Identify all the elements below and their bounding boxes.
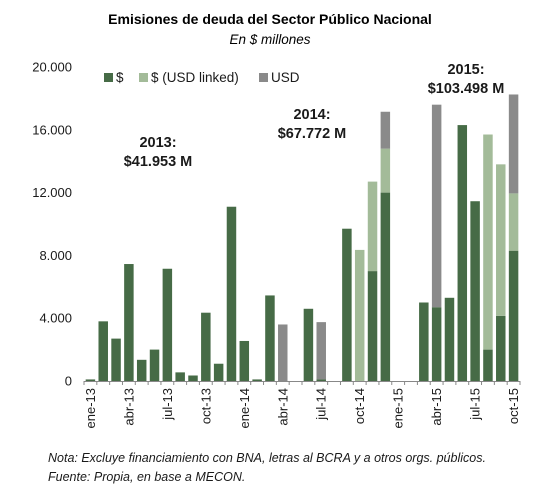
bar-peso-jul-15 [470,201,480,381]
bar-peso-jul-13 [162,268,173,381]
legend-swatch-peso [104,73,113,82]
x-tick-label-jul-14: jul-14 [314,388,329,421]
footnote-nota: Nota: Excluye financiamiento con BNA, le… [48,451,486,465]
chart-subtitle: En $ millones [229,32,310,47]
bar-usd-linked-dic-14 [380,148,391,193]
bar-usd-abr-14 [278,324,288,381]
bar-peso-may-15 [444,297,455,381]
y-tick-label: 20.000 [32,60,72,75]
bar-peso-jul-14 [316,379,326,381]
bar-peso-feb-14 [252,379,262,381]
bar-peso-oct-15 [508,250,519,381]
y-axis-ticks: 0 4.000 8.000 12.000 16.000 20.000 [32,60,72,389]
footnote-fuente: Fuente: Propia, en base a MECON. [48,470,246,484]
x-tick-label-abr-13: abr-13 [121,388,136,426]
bar-peso-ene-14 [239,340,250,381]
bar-peso-dic-14 [380,192,391,381]
legend-label-usd-linked: $ (USD linked) [151,70,239,85]
bar-usd-linked-sep-15 [496,164,506,316]
bar-peso-nov-13 [213,363,224,381]
debt-issuance-chart: Emisiones de deuda del Sector Público Na… [32,11,521,428]
x-tick-label-abr-14: abr-14 [275,388,290,426]
legend-label-peso: $ [116,70,124,85]
bar-usd-linked-oct-14 [354,249,365,381]
annotation-2014: 2014: $67.772 M [278,107,347,142]
legend-swatch-usd [259,73,268,82]
legend-swatch-usd-linked [139,73,148,82]
bar-peso-sep-13 [188,375,198,381]
annotation-2014-year: 2014: [293,107,330,123]
x-tick-label-abr-15: abr-15 [429,388,444,426]
bar-peso-abr-13 [124,264,134,381]
chart-title: Emisiones de deuda del Sector Público Na… [108,11,432,27]
annotation-2015-year: 2015: [447,62,484,78]
y-tick-label: 12.000 [32,185,72,200]
bar-peso-dic-13 [226,206,237,381]
x-tick-label-ene-13: ene-13 [83,388,98,428]
bar-peso-sep-14 [342,228,352,381]
x-tick-label-ene-15: ene-15 [391,388,406,428]
y-tick-label: 16.000 [32,122,72,137]
bar-usd-abr-15 [431,104,442,308]
bar-peso-may-13 [136,359,147,381]
annotation-2015-total: $103.498 M [428,81,505,97]
bar-peso-jun-15 [457,125,468,381]
bar-usd-linked-oct-15 [508,193,519,251]
y-tick-label: 0 [65,374,72,389]
x-tick-label-oct-14: oct-14 [352,388,367,424]
bar-peso-sep-15 [496,315,506,381]
bar-peso-jun-13 [149,349,160,381]
y-tick-label: 4.000 [39,311,72,326]
bar-peso-jun-14 [303,308,314,381]
x-tick-label-jul-15: jul-15 [468,388,483,421]
bar-usd-dic-14 [380,111,391,149]
bar-peso-mar-13 [111,338,121,381]
bar-peso-ago-15 [483,349,493,381]
annotation-2014-total: $67.772 M [278,126,347,142]
bars [85,94,519,381]
bar-peso-feb-13 [98,321,108,381]
x-axis-ticks: ene-13 abr-13 jul-13 oct-13 ene-14 abr-14 jul-… [83,381,521,428]
x-tick-label-jul-13: jul-13 [160,388,175,421]
annotation-2013-total: $41.953 M [124,154,193,170]
x-tick-label-oct-13: oct-13 [198,388,213,424]
annotation-2013-year: 2013: [139,135,176,151]
bar-peso-oct-13 [201,312,211,381]
bar-peso-mar-14 [265,295,275,381]
bar-peso-nov-14 [367,271,378,381]
bar-peso-abr-15 [431,307,442,381]
annotation-2013: 2013: $41.953 M [124,135,193,170]
bar-usd-linked-nov-14 [367,181,378,272]
x-tick-label-ene-14: ene-14 [237,388,252,428]
bar-peso-ago-13 [175,372,185,381]
legend: $ $ (USD linked) USD [104,70,300,85]
x-tick-label-oct-15: oct-15 [506,388,521,424]
annotation-2015: 2015: $103.498 M [428,62,505,97]
legend-label-usd: USD [271,70,300,85]
bar-peso-mar-15 [419,302,429,381]
bar-usd-oct-15 [508,94,519,194]
y-tick-label: 8.000 [39,248,72,263]
bar-usd-jul-14 [316,322,326,380]
bar-peso-ene-13 [85,379,96,381]
bar-usd-linked-ago-15 [483,134,493,350]
